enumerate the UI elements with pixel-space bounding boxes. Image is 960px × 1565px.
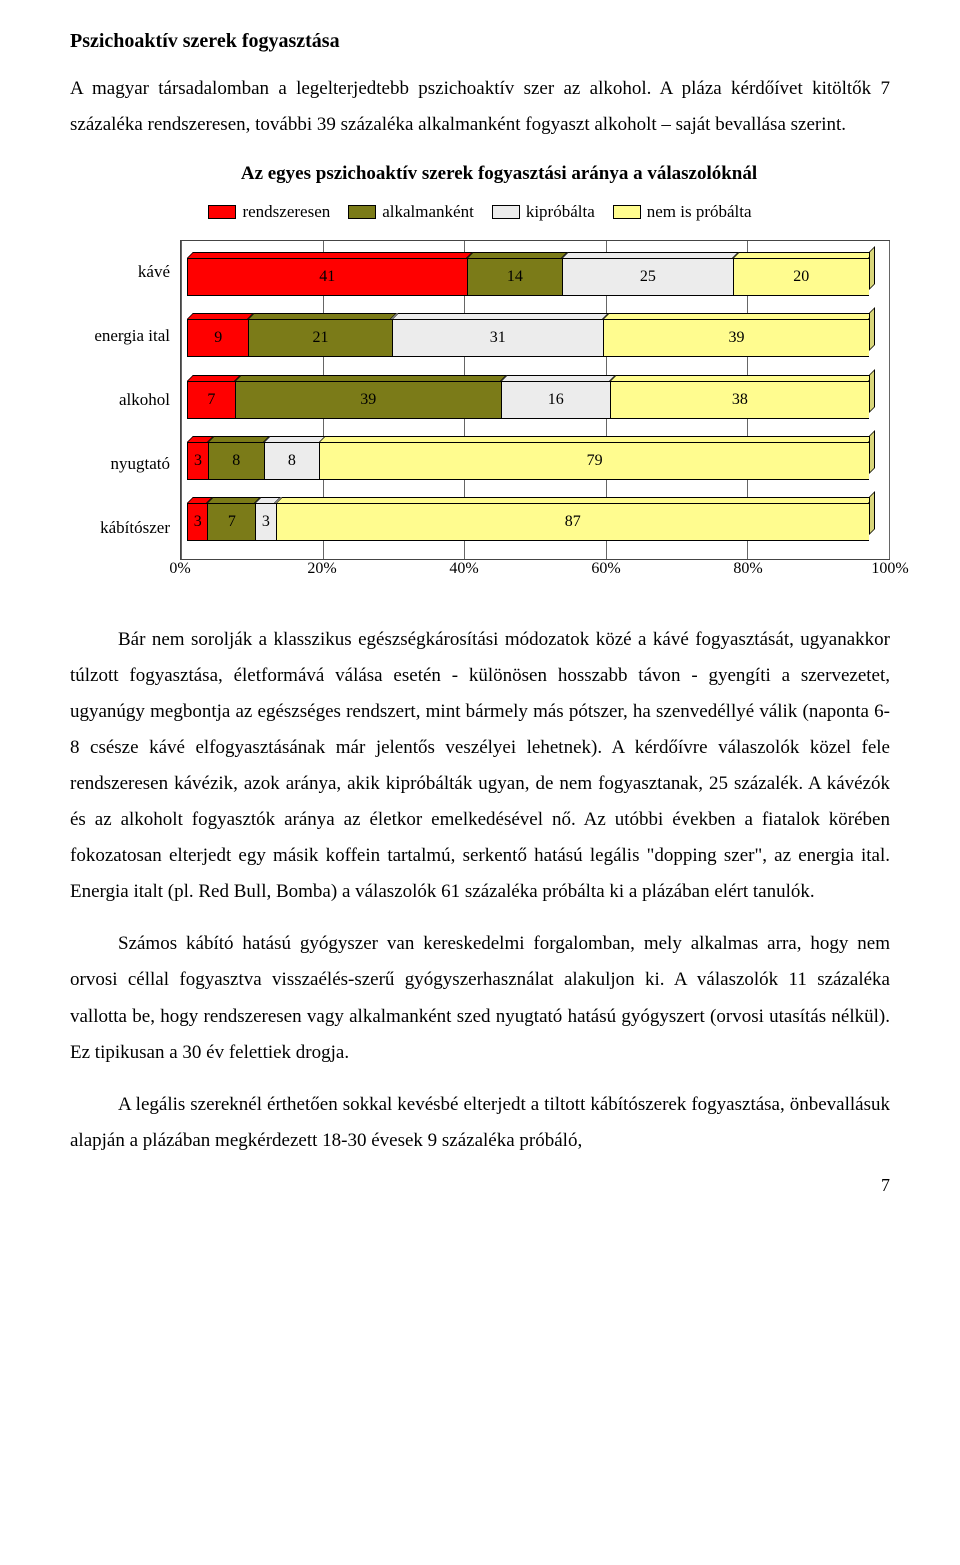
chart-bar-segment: 8	[264, 442, 320, 480]
chart-bar-value: 3	[194, 452, 202, 470]
chart-category-label: energia ital	[70, 326, 170, 346]
legend-item: kipróbálta	[492, 202, 595, 222]
chart-bar-segment: 8	[208, 442, 264, 480]
chart-bar-value: 41	[319, 268, 335, 286]
chart-bar-value: 14	[507, 268, 523, 286]
chart-bar-segment: 3	[255, 503, 275, 541]
chart-bar-segment: 38	[610, 381, 869, 419]
chart-bar-value: 87	[565, 513, 581, 531]
chart-bar-value: 38	[732, 391, 748, 409]
legend-swatch	[613, 205, 641, 219]
paragraph-2: Bár nem sorolják a klasszikus egészségká…	[70, 622, 890, 911]
legend-label: rendszeresen	[242, 202, 330, 222]
chart-x-tick: 100%	[871, 560, 908, 578]
chart-bar-segment: 20	[733, 258, 869, 296]
chart-bar-value: 16	[548, 391, 564, 409]
chart-bar-segment: 41	[187, 258, 467, 296]
chart-x-tick: 20%	[307, 560, 336, 578]
chart-bar-segment: 21	[248, 319, 391, 357]
legend-item: nem is próbálta	[613, 202, 752, 222]
chart-plot: 41142520921313973916383887937387	[180, 240, 890, 560]
legend-label: alkalmanként	[382, 202, 474, 222]
section-heading: Pszichoaktív szerek fogyasztása	[70, 30, 890, 53]
chart-area: kávé energia ital alkohol nyugtató kábítósze…	[70, 240, 890, 586]
chart-bar-value: 39	[728, 329, 744, 347]
chart-bar: 7 39 16 38	[187, 381, 869, 419]
chart-bar-value: 20	[793, 268, 809, 286]
chart-bar-value: 21	[312, 329, 328, 347]
legend-item: rendszeresen	[208, 202, 330, 222]
chart-bar-value: 9	[214, 329, 222, 347]
chart-bar-value: 25	[640, 268, 656, 286]
legend-label: kipróbálta	[526, 202, 595, 222]
chart-bar: 3 7 3 87	[187, 503, 869, 541]
chart-bar-value: 39	[360, 391, 376, 409]
chart-bar-segment: 25	[562, 258, 733, 296]
legend-item: alkalmanként	[348, 202, 474, 222]
chart-bar-segment: 14	[467, 258, 562, 296]
chart-bar: 9 21 31 39	[187, 319, 869, 357]
chart-gridline	[889, 241, 890, 559]
chart-category-label: nyugtató	[70, 454, 170, 474]
chart-bar-value: 31	[490, 329, 506, 347]
chart-bar-segment: 9	[187, 319, 248, 357]
page-number: 7	[70, 1175, 890, 1196]
chart-bar-value: 3	[262, 513, 270, 531]
paragraph-3: Számos kábító hatású gyógyszer van keres…	[70, 926, 890, 1070]
chart-title: Az egyes pszichoaktív szerek fogyasztási…	[70, 159, 890, 189]
chart-bar-segment: 79	[319, 442, 869, 480]
chart-bar: 41 14 25 20	[187, 258, 869, 296]
chart-x-axis: 0%20%40%60%80%100%	[180, 560, 890, 586]
chart-x-tick: 0%	[169, 560, 190, 578]
paragraph-4: A legális szereknél érthetően sokkal kev…	[70, 1087, 890, 1159]
chart-bar-segment: 39	[235, 381, 501, 419]
chart-bar: 3 8 8 79	[187, 442, 869, 480]
chart-bar-segment: 7	[207, 503, 255, 541]
chart-bar-segment: 3	[187, 503, 207, 541]
chart-category-label: alkohol	[70, 390, 170, 410]
chart-y-labels: kávé energia ital alkohol nyugtató kábítósze…	[70, 240, 180, 560]
paragraph-intro: A magyar társadalomban a legelterjedtebb…	[70, 71, 890, 143]
chart-bar-value: 7	[228, 513, 236, 531]
legend-swatch	[492, 205, 520, 219]
chart-bar-segment: 7	[187, 381, 235, 419]
chart-legend: rendszeresen alkalmanként kipróbálta nem is…	[70, 202, 890, 222]
legend-label: nem is próbálta	[647, 202, 752, 222]
chart-bar-segment: 31	[392, 319, 603, 357]
chart-x-tick: 60%	[591, 560, 620, 578]
chart-bar-value: 8	[232, 452, 240, 470]
chart-bar-value: 79	[587, 452, 603, 470]
chart-bar-segment: 39	[603, 319, 869, 357]
chart-x-tick: 80%	[733, 560, 762, 578]
chart-category-label: kávé	[70, 262, 170, 282]
legend-swatch	[348, 205, 376, 219]
chart-bar-value: 8	[288, 452, 296, 470]
legend-swatch	[208, 205, 236, 219]
chart-bar-value: 3	[194, 513, 202, 531]
chart-bar-segment: 3	[187, 442, 208, 480]
chart-category-label: kábítószer	[70, 518, 170, 538]
chart-bar-value: 7	[207, 391, 215, 409]
chart-bar-segment: 87	[276, 503, 869, 541]
chart-bar-segment: 16	[501, 381, 610, 419]
chart-x-tick: 40%	[449, 560, 478, 578]
